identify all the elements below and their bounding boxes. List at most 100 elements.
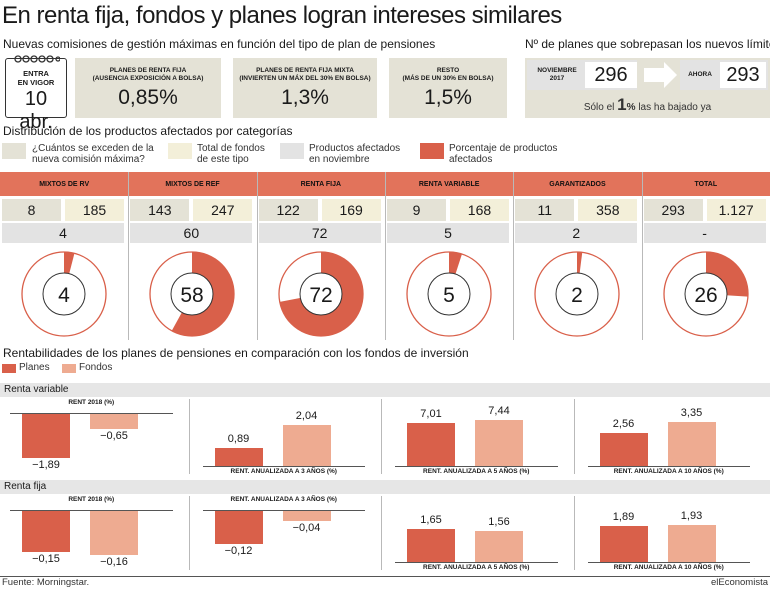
section-renta-fija: Renta fija [0,480,770,494]
bar-planes [407,529,455,562]
plans-before-label1: NOVIEMBRE [537,67,577,74]
commission-label1: PLANES DE RENTA FIJA [109,67,187,74]
donut-label: 26 [694,284,717,307]
commission-label1: RESTO [436,67,460,74]
category-donut: 26 [663,251,749,337]
category-divider [256,172,258,340]
footer-source: Fuente: Morningstar. [2,577,90,588]
plans-subtitle: Nº de planes que sobrepasan los nuevos l… [525,37,770,51]
footer-rule [0,576,770,577]
bar-planes-label: 2,56 [612,417,635,430]
commission-renta-fija: PLANES DE RENTA FIJA (AUSENCIA EXPOSICIÓ… [75,58,221,118]
category-exceed: 293 [643,199,703,221]
category-total: 169 [321,199,381,221]
legend-swatch-fondos [62,364,76,373]
commission-label1: PLANES DE RENTA FIJA MIXTA [256,67,354,74]
group-axis [395,562,558,563]
legend-exceed-line2: nueva comisión máxima? [32,154,145,165]
group-axis [587,562,750,563]
commission-label2: (INVIERTEN UN MÁX DEL 30% EN BOLSA) [239,75,371,82]
group-divider [188,399,190,474]
plans-note-post: las ha bajado ya [638,102,712,113]
legend-swatch-november [280,143,304,159]
bar-fondos-label: 2,04 [295,410,318,423]
category-total: 358 [578,199,638,221]
plans-now-box: AHORA 293 [680,60,768,90]
legend-exceed-line1: ¿Cuántos se exceden de la [32,143,154,154]
bar-planes-label: 7,01 [420,407,442,420]
category-november: 60 [130,223,253,243]
bar-fondos [90,413,138,429]
bar-fondos-label: 1,56 [488,515,510,528]
commission-renta-fija-mixta: PLANES DE RENTA FIJA MIXTA (INVIERTEN UN… [233,58,377,118]
category-name: RENTA VARIABLE [418,180,480,188]
category-donut: 5 [406,251,492,337]
commission-label2: (AUSENCIA EXPOSICIÓN A BOLSA) [92,75,204,82]
arrow-right-icon [644,62,677,88]
bar-fondos [475,530,523,562]
legend-total-line1: Total de fondos [197,143,265,154]
category-november: - [643,223,766,243]
distribution-title: Distribución de los productos afectados … [3,124,293,138]
category-donut: 58 [149,251,236,337]
bar-planes [214,448,263,466]
group-divider [188,496,190,570]
plans-note: Sólo el 1% las ha bajado ya [525,94,770,116]
category-name: GARANTIZADOS [549,180,606,188]
bar-fondos [667,525,716,562]
donut-hole [170,272,214,316]
group-axis [202,466,365,467]
bar-fondos-label: −0,16 [100,555,128,568]
group-label: RENT. ANUALIZADA A 10 AÑOS (%) [613,564,724,571]
plans-now-label: AHORA [688,71,712,78]
group-label: RENT. ANUALIZADA A 3 AÑOS (%) [230,496,337,503]
donut-label: 58 [181,284,204,307]
bar-fondos [90,510,138,555]
category-total: 185 [65,199,124,221]
calendar-icon: ENTRA EN VIGOR 10 abr. [5,55,67,133]
bar-fondos-label: 3,35 [680,407,703,420]
category-divider [513,172,515,340]
commission-value: 1,3% [281,86,329,109]
group-axis [10,510,173,511]
bar-planes [599,526,648,562]
legend-percent-line1: Porcentaje de productos [449,143,558,154]
legend-total: Total de fondos de este tipo [197,143,265,165]
category-donut: 2 [534,251,621,337]
group-axis [395,466,558,467]
donut-hole [299,272,343,316]
category-exceed: 11 [515,199,575,221]
page-title: En renta fija, fondos y planes logran in… [2,2,562,29]
bar-planes [599,432,648,466]
donut-hole [555,272,599,316]
legend-percent-line2: afectados [449,154,493,165]
bar-fondos-label: −0,65 [100,429,128,442]
category-name: MIXTOS DE REF [165,180,220,188]
donut-label: 4 [58,284,70,307]
category-november: 5 [386,223,509,243]
donut-hole [42,272,86,316]
category-divider [384,172,386,340]
commission-resto: RESTO (MÁS DE UN 30% EN BOLSA) 1,5% [389,58,507,118]
bar-planes [214,510,263,544]
group-axis [10,413,173,414]
bar-fondos [475,419,523,466]
category-exceed: 9 [386,199,446,221]
group-label: RENT. ANUALIZADA A 5 AÑOS (%) [423,468,530,475]
category-exceed: 122 [258,199,318,221]
bar-planes-label: 1,89 [612,511,635,524]
category-total: 168 [449,199,509,221]
bar-fondos [667,422,716,466]
category-donut: 4 [21,251,107,337]
legend-percent: Porcentaje de productos afectados [449,143,557,165]
plans-now-value: 293 [720,62,766,88]
donut-label: 2 [572,284,584,307]
category-november: 2 [515,223,638,243]
legend-planes: Planes [19,362,50,373]
bar-planes-label: −0,12 [224,544,253,557]
page-subtitle: Nuevas comisiones de gestión máximas en … [3,37,436,51]
calendar-line1: ENTRA [23,69,49,78]
category-exceed: 8 [2,199,61,221]
legend-november: Productos afectados en noviembre [309,143,400,165]
donut-hole [684,272,728,316]
